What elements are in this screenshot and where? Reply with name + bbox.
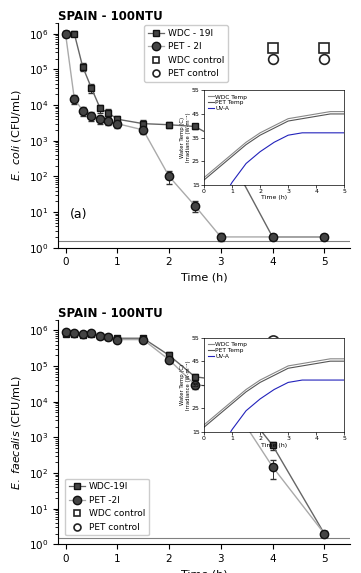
- Legend: WDC - 19l, PET - 2l, WDC control, PET control: WDC - 19l, PET - 2l, WDC control, PET co…: [144, 25, 227, 82]
- Text: (b): (b): [69, 505, 87, 518]
- Y-axis label: $E.\ coli$ (CFU/mL): $E.\ coli$ (CFU/mL): [10, 89, 23, 181]
- Text: SPAIN - 100NTU: SPAIN - 100NTU: [58, 307, 162, 320]
- X-axis label: Time (h): Time (h): [180, 570, 227, 573]
- Text: (a): (a): [69, 209, 87, 221]
- X-axis label: Time (h): Time (h): [180, 273, 227, 283]
- Text: SPAIN - 100NTU: SPAIN - 100NTU: [58, 10, 162, 23]
- Legend: WDC-19l, PET -2l, WDC control, PET control: WDC-19l, PET -2l, WDC control, PET contr…: [65, 478, 149, 535]
- Y-axis label: $E.\ faecalis$ (CFU/mL): $E.\ faecalis$ (CFU/mL): [10, 374, 23, 489]
